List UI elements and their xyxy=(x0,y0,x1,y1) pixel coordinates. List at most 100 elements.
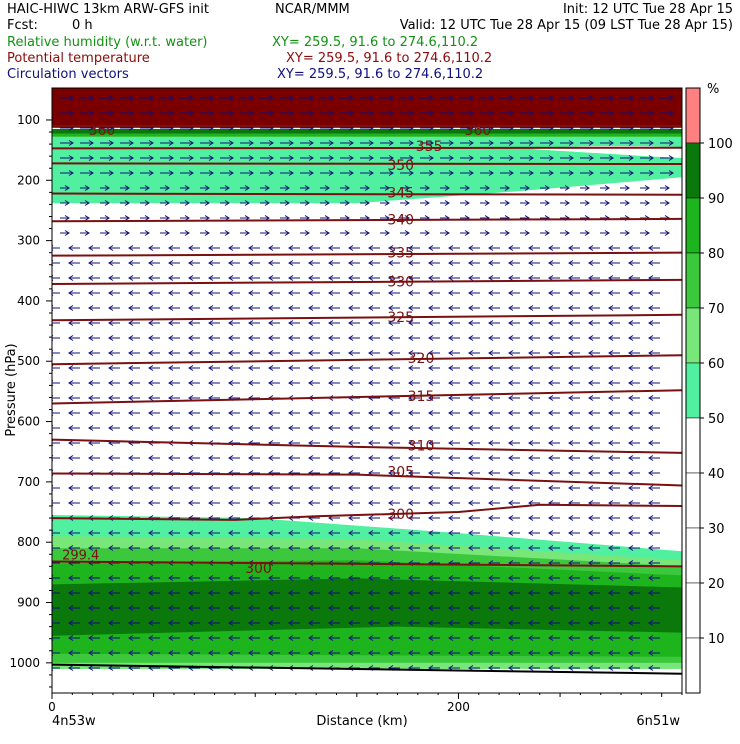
wind-vector-head xyxy=(628,635,634,641)
x-axis-label: Distance (km) xyxy=(316,714,407,729)
wind-vector-head xyxy=(448,470,454,476)
wind-vector-head xyxy=(448,170,454,176)
wind-vector-head xyxy=(388,320,394,326)
wind-vector-head xyxy=(368,110,374,116)
wind-vector-head xyxy=(588,605,594,611)
wind-vector-head xyxy=(608,350,614,356)
wind-vector-head xyxy=(88,305,94,311)
wind-vector-head xyxy=(588,590,594,596)
wind-vector-head xyxy=(208,590,214,596)
wind-vector-head xyxy=(408,110,414,116)
wind-vector-head xyxy=(208,485,214,491)
wind-vector-head xyxy=(648,560,654,566)
wind-vector-head xyxy=(484,200,490,206)
wind-vector-head xyxy=(228,320,234,326)
wind-vector-head xyxy=(348,410,354,416)
wind-vector-head xyxy=(268,530,274,536)
wind-vector-head xyxy=(488,620,494,626)
wind-vector-head xyxy=(428,140,434,146)
title-left: HAIC-HIWC 13km ARW-GFS init xyxy=(7,2,209,17)
wind-vector-head xyxy=(448,245,454,251)
wind-vector-head xyxy=(188,410,194,416)
wind-vector-head xyxy=(444,185,450,191)
wind-vector-head xyxy=(168,575,174,581)
wind-vector-head xyxy=(128,155,134,161)
wind-vector-head xyxy=(188,455,194,461)
wind-vector-head xyxy=(288,590,294,596)
wind-vector-head xyxy=(408,320,414,326)
wind-vector-head xyxy=(628,410,634,416)
wind-vector-head xyxy=(328,290,334,296)
wind-vector-head xyxy=(628,155,634,161)
wind-vector-head xyxy=(208,605,214,611)
wind-vector-head xyxy=(408,440,414,446)
wind-vector-head xyxy=(428,650,434,656)
wind-vector-head xyxy=(508,620,514,626)
wind-vector-head xyxy=(628,305,634,311)
wind-vector-head xyxy=(488,635,494,641)
isentrope-label-360: 360 xyxy=(89,123,116,139)
wind-vector-head xyxy=(608,410,614,416)
wind-vector-head xyxy=(168,320,174,326)
wind-vector-head xyxy=(668,95,674,101)
wind-vector-head xyxy=(548,335,554,341)
wind-vector-head xyxy=(548,515,554,521)
wind-vector-head xyxy=(408,485,414,491)
wind-vector-head xyxy=(308,170,314,176)
wind-vector-head xyxy=(188,425,194,431)
wind-vector-head xyxy=(148,95,154,101)
wind-vector-head xyxy=(108,485,114,491)
colorbar-label-40: 40 xyxy=(708,467,725,482)
wind-vector-head xyxy=(164,185,170,191)
wind-vector-head xyxy=(208,350,214,356)
wind-vector-head xyxy=(628,440,634,446)
wind-vector-head xyxy=(508,155,514,161)
wind-vector-head xyxy=(228,275,234,281)
wind-vector-head xyxy=(408,425,414,431)
wind-vector-head xyxy=(188,575,194,581)
wind-vector-head xyxy=(608,395,614,401)
wind-vector-head xyxy=(648,590,654,596)
wind-vector-head xyxy=(88,110,94,116)
wind-vector-head xyxy=(148,455,154,461)
wind-vector-head xyxy=(228,500,234,506)
wind-vector-head xyxy=(328,155,334,161)
wind-vector-head xyxy=(388,650,394,656)
wind-vector-head xyxy=(624,230,630,236)
wind-vector-head xyxy=(528,575,534,581)
wind-vector-head xyxy=(104,230,110,236)
wind-vector-head xyxy=(448,425,454,431)
wind-vector-head xyxy=(568,590,574,596)
wind-vector-head xyxy=(228,290,234,296)
wind-vector-head xyxy=(128,530,134,536)
wind-vector-head xyxy=(224,185,230,191)
wind-vector-head xyxy=(328,455,334,461)
wind-vector-head xyxy=(568,110,574,116)
wind-vector-head xyxy=(584,200,590,206)
wind-vector-head xyxy=(408,545,414,551)
wind-vector-head xyxy=(488,320,494,326)
wind-vector-head xyxy=(588,455,594,461)
wind-vector-head xyxy=(528,365,534,371)
wind-vector-head xyxy=(228,170,234,176)
wind-vector-head xyxy=(528,590,534,596)
wind-vector-head xyxy=(248,290,254,296)
wind-vector-head xyxy=(368,530,374,536)
wind-vector-head xyxy=(368,605,374,611)
wind-vector-head xyxy=(228,485,234,491)
wind-vector-head xyxy=(188,380,194,386)
wind-vector-head xyxy=(88,530,94,536)
wind-vector-head xyxy=(164,230,170,236)
y-tick-label-900: 900 xyxy=(17,596,40,610)
y-tick-label-1000: 1000 xyxy=(9,656,40,670)
wind-vector-head xyxy=(648,245,654,251)
wind-vector-head xyxy=(628,425,634,431)
wind-vector-head xyxy=(648,620,654,626)
wind-vector-head xyxy=(328,320,334,326)
wind-vector-head xyxy=(648,650,654,656)
wind-vector-head xyxy=(408,410,414,416)
wind-vector-head xyxy=(488,140,494,146)
wind-vector-head xyxy=(568,95,574,101)
wind-vector-head xyxy=(428,575,434,581)
wind-vector-head xyxy=(308,425,314,431)
